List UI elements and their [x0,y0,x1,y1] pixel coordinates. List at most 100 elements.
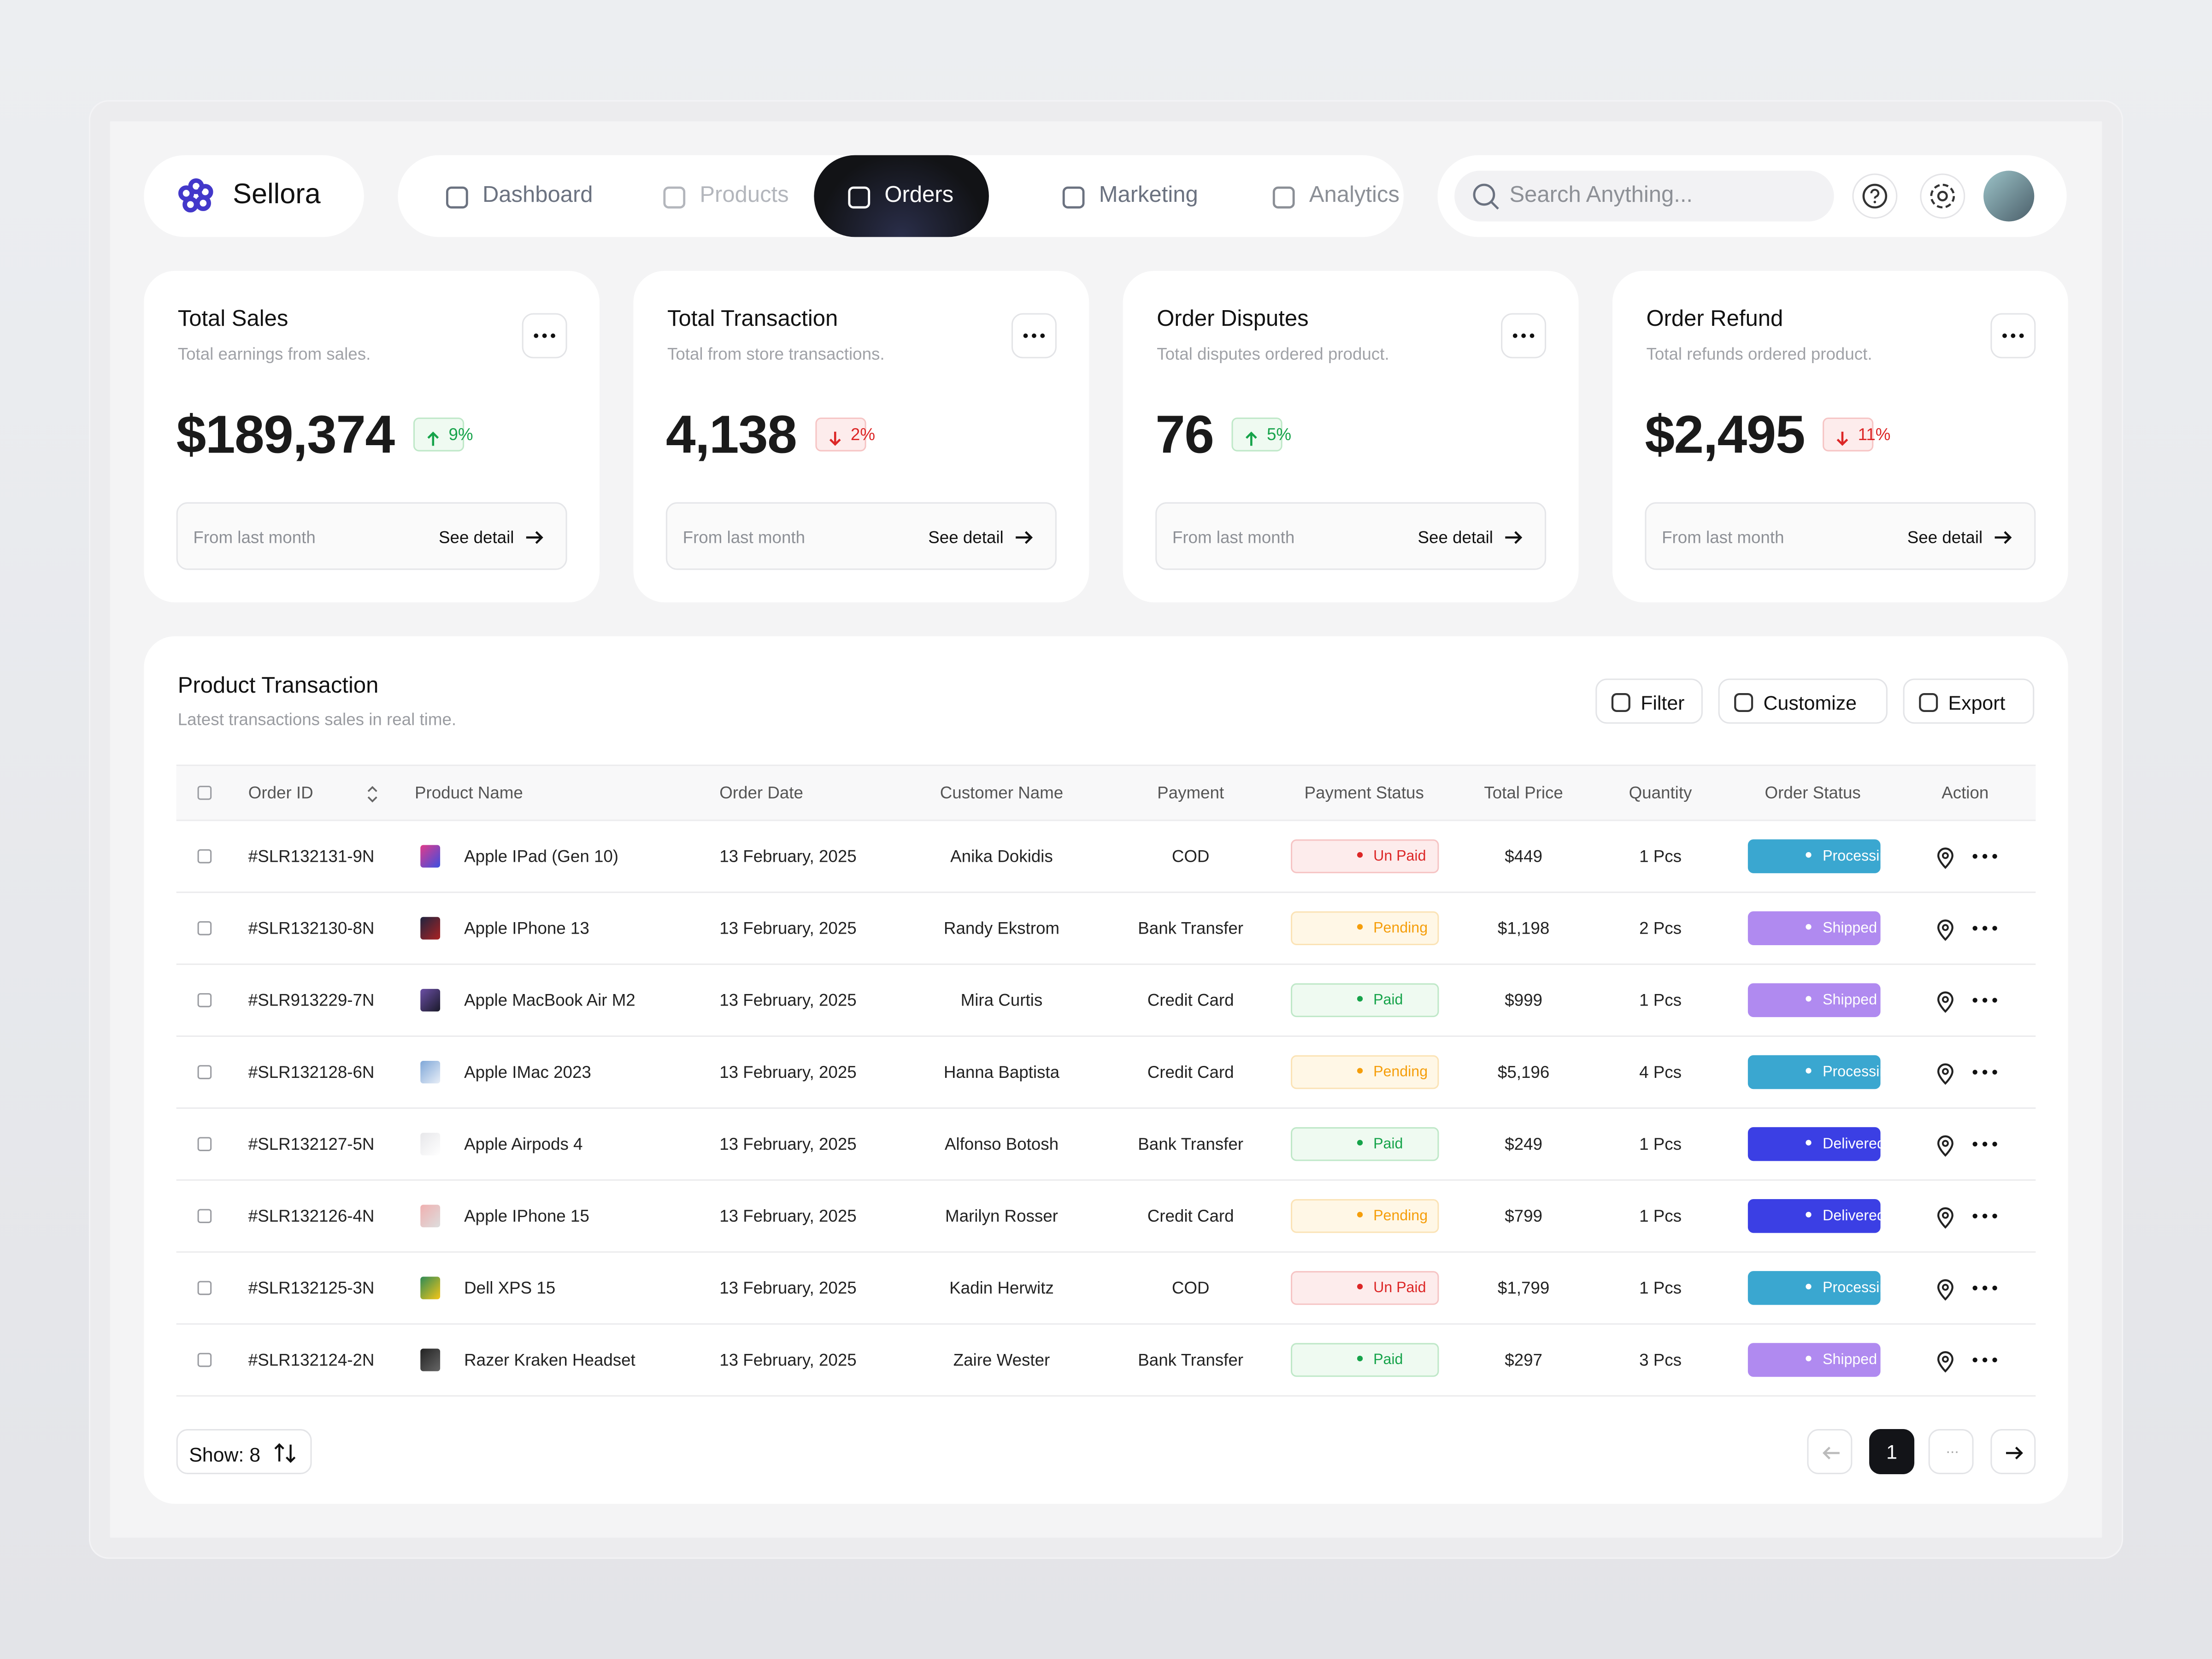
card-menu[interactable] [1501,313,1547,359]
arrow-icon-svg [1994,531,2012,544]
page-gap[interactable]: ... [1928,1429,1974,1474]
location-icon-svg [1937,919,1953,941]
checkbox[interactable] [197,786,212,800]
help-icon [1862,183,1888,209]
trend-arrow-svg [829,431,841,446]
nav-item[interactable]: Orders [814,155,989,237]
see-detail[interactable]: See detail [928,527,1004,547]
status-text: Delivered [1823,1135,1885,1153]
location-icon-svg [1937,1135,1953,1157]
cell: Credit Card [1147,1062,1234,1082]
table-row: #SLR132128-6N Apple IMac 2023 13 February,… [176,1037,2036,1109]
status-dot [1806,1212,1812,1218]
stat-card: Total Sales Total earnings from sales. $18… [144,271,600,603]
location-icon-svg [1937,1351,1953,1373]
column-header: Action [1941,782,1989,803]
status-dot [1806,1283,1812,1289]
status-text: Processing [1823,1279,1896,1297]
cell: Apple IPhone 13 [464,918,589,938]
search-box[interactable]: Search Anything... [1454,171,1834,222]
table-action[interactable]: Customize [1718,678,1888,724]
nav-item[interactable]: Analytics [1260,155,1443,237]
change-value: 11% [1858,424,1891,445]
column-header: Order ID [248,782,313,803]
row-menu-svg [1972,1213,1997,1218]
nav-item[interactable]: Marketing [1050,155,1233,237]
table-action[interactable]: Filter [1595,678,1703,724]
checkbox[interactable] [197,1065,212,1079]
checkbox[interactable] [197,849,212,864]
location-icon-svg [1937,1207,1953,1229]
row-menu [1971,1061,1999,1083]
cell: Kadin Herwitz [949,1278,1054,1298]
see-detail[interactable]: See detail [1418,527,1493,547]
change-badge: 5% [1231,418,1291,452]
page-prev[interactable] [1807,1429,1853,1474]
avatar[interactable] [1983,171,2035,222]
cell: Bank Transfer [1138,1134,1243,1154]
checkbox[interactable] [197,1209,212,1224]
status-text: Paid [1373,992,1403,1009]
table-title: Product Transaction [177,674,379,699]
nav-label: Dashboard [482,183,593,207]
nav-icon [662,185,687,210]
order-status: Delivered [1747,1127,1885,1161]
help-button[interactable] [1852,173,1898,219]
arrow-icon-svg [526,531,543,544]
cell: Zaire Wester [953,1350,1050,1370]
card-menu[interactable] [1990,313,2036,359]
table-row: #SLR132130-8N Apple IPhone 13 13 February,… [176,893,2036,965]
location-icon [1936,1062,1955,1085]
change-badge: 9% [413,418,473,452]
page-size[interactable]: Show: 8 [176,1429,312,1474]
cell: 13 February, 2025 [719,1062,857,1082]
status-text: Paid [1373,1351,1403,1369]
cell: Anika Dokidis [950,846,1053,866]
product-thumb [420,1133,441,1156]
cell: #SLR132125-3N [248,1278,375,1298]
payment-status: Pending [1291,1199,1439,1233]
card-subtitle: Total disputes ordered product. [1157,344,1389,364]
status-dot [1356,1068,1362,1074]
toolbar: Search Anything... [1437,155,2067,237]
cell: #SLR132127-5N [248,1134,375,1154]
payment-status: Paid [1291,1343,1439,1377]
stat-card: Total Transaction Total from store transa… [633,271,1089,603]
change-value: 5% [1266,424,1292,445]
checkbox[interactable] [197,1281,212,1295]
payment-status: Pending [1291,1055,1439,1089]
table-row: #SLR913229-7N Apple MacBook Air M2 13 Febr… [176,965,2036,1037]
status-dot [1806,852,1812,858]
checkbox[interactable] [197,921,212,935]
page-current[interactable]: 1 [1869,1429,1915,1474]
cell: 3 Pcs [1639,1350,1682,1370]
see-detail[interactable]: See detail [439,527,514,547]
nav-icon-svg [446,186,468,209]
checkbox[interactable] [197,1137,212,1151]
order-status: Processing [1747,839,1896,873]
settings-button[interactable] [1920,173,1965,219]
card-value: 76 [1155,406,1214,466]
nav-item[interactable]: Dashboard [433,155,617,237]
action-label: Filter [1641,691,1685,714]
action-icon-svg [1919,693,1938,712]
cell: 1 Pcs [1639,990,1682,1010]
table-action[interactable]: Export [1903,678,2035,724]
nav-bar: Dashboard Products Orders Marketing Analytic… [398,155,1404,237]
cell: #SLR132128-6N [248,1062,375,1082]
nav-label: Orders [884,183,954,207]
nav-item[interactable]: Products [650,155,834,237]
card-menu[interactable] [1011,313,1057,359]
status-dot [1806,1068,1812,1074]
checkbox[interactable] [197,993,212,1007]
card-menu[interactable] [522,313,567,359]
location-icon [1936,1350,1955,1373]
column-header: Total Price [1484,782,1563,803]
dots-icon [1023,333,1045,338]
status-text: Delivered [1823,1207,1885,1225]
cell: Dell XPS 15 [464,1278,556,1298]
see-detail[interactable]: See detail [1907,527,1983,547]
cell: 13 February, 2025 [719,1134,857,1154]
page-next[interactable] [1990,1429,2036,1474]
checkbox[interactable] [197,1353,212,1367]
